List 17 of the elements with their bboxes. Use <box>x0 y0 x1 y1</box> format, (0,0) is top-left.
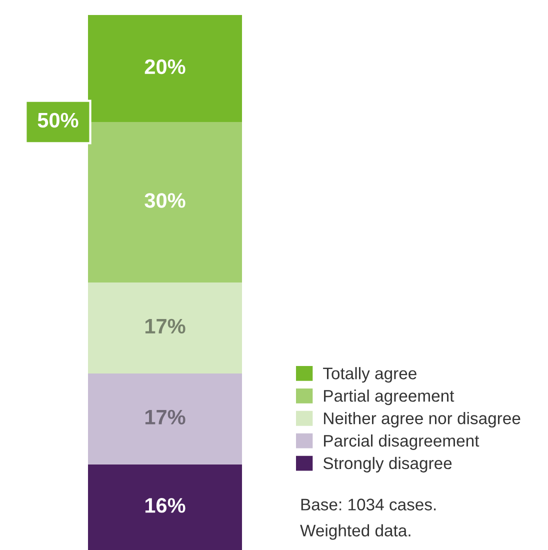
bar <box>88 373 242 464</box>
data-label: 20% <box>144 59 186 74</box>
legend-label: Parcial disagreement <box>324 434 480 450</box>
legend-label: Strongly disagree <box>323 456 452 472</box>
data-label: 17% <box>145 410 186 424</box>
legend-label: Neither agree nor disagree <box>324 412 520 428</box>
legend-label: Totally agree <box>323 367 416 383</box>
data-label: 16% <box>145 498 186 513</box>
text: 50% <box>38 112 78 128</box>
bar <box>88 122 242 282</box>
bar <box>88 464 242 550</box>
data-label: 30% <box>144 193 186 208</box>
text: Weighted data. <box>300 524 410 540</box>
data-label: 17% <box>145 318 186 334</box>
bar <box>88 282 242 374</box>
text: Base: 1034 cases. <box>301 498 436 510</box>
legend-label: Partial agreement <box>324 390 454 406</box>
